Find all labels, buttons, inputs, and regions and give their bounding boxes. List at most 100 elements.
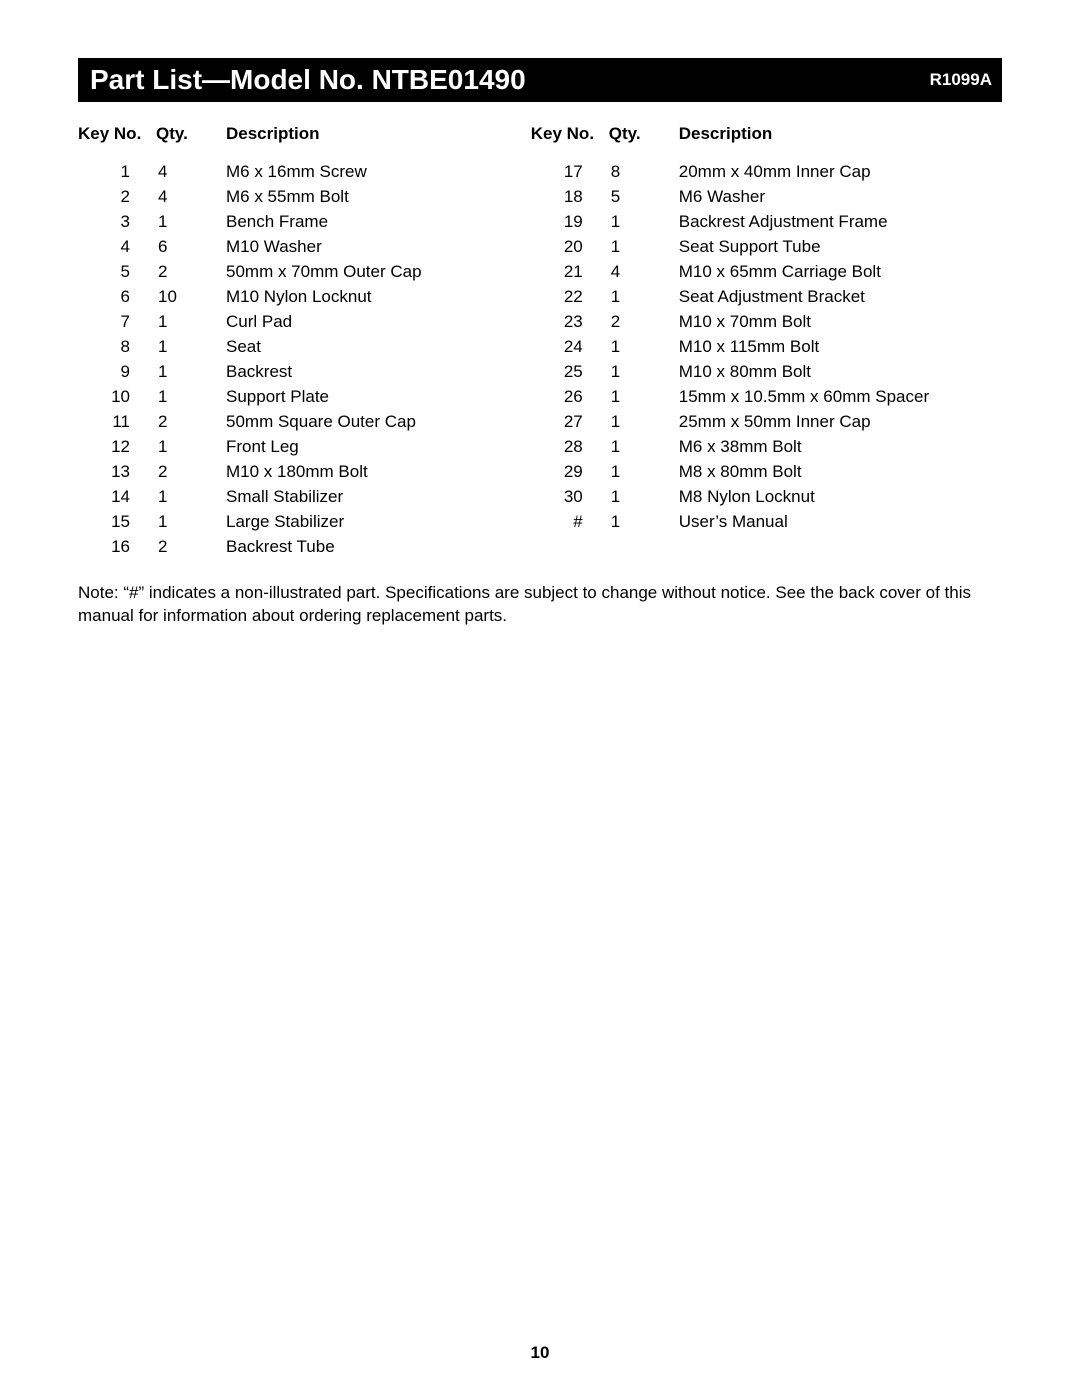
cell-desc: M6 x 38mm Bolt <box>679 435 1002 460</box>
cell-key: 27 <box>531 410 611 435</box>
table-row: 121Front Leg <box>78 435 531 460</box>
parts-table: Key No. Qty. Description 14M6 x 16mm Scr… <box>78 124 1002 560</box>
cell-desc: Bench Frame <box>226 210 531 235</box>
cell-desc: Support Plate <box>226 385 531 410</box>
cell-key: 6 <box>78 285 158 310</box>
cell-desc: Seat <box>226 335 531 360</box>
cell-desc: M10 x 115mm Bolt <box>679 335 1002 360</box>
parts-column-left: Key No. Qty. Description 14M6 x 16mm Scr… <box>78 124 531 560</box>
cell-desc: Front Leg <box>226 435 531 460</box>
cell-qty: 1 <box>158 385 226 410</box>
header-qty: Qty. <box>609 124 679 144</box>
cell-qty: 6 <box>158 235 226 260</box>
cell-qty: 1 <box>611 335 679 360</box>
cell-key: 5 <box>78 260 158 285</box>
cell-key: 3 <box>78 210 158 235</box>
table-row: 281M6 x 38mm Bolt <box>531 435 1002 460</box>
table-row: 214M10 x 65mm Carriage Bolt <box>531 260 1002 285</box>
cell-qty: 4 <box>158 185 226 210</box>
table-row: 291M8 x 80mm Bolt <box>531 460 1002 485</box>
cell-desc: M10 x 80mm Bolt <box>679 360 1002 385</box>
cell-desc: 50mm x 70mm Outer Cap <box>226 260 531 285</box>
title-bar: Part List—Model No. NTBE01490 R1099A <box>78 58 1002 102</box>
cell-qty: 1 <box>158 360 226 385</box>
cell-desc: Backrest Tube <box>226 535 531 560</box>
cell-desc: Seat Adjustment Bracket <box>679 285 1002 310</box>
table-row: 151Large Stabilizer <box>78 510 531 535</box>
cell-qty: 1 <box>611 485 679 510</box>
document-code: R1099A <box>930 70 992 90</box>
cell-desc: Small Stabilizer <box>226 485 531 510</box>
cell-key: 4 <box>78 235 158 260</box>
cell-desc: Large Stabilizer <box>226 510 531 535</box>
cell-key: 23 <box>531 310 611 335</box>
cell-qty: 1 <box>611 510 679 535</box>
table-row: 26115mm x 10.5mm x 60mm Spacer <box>531 385 1002 410</box>
cell-qty: 1 <box>158 485 226 510</box>
table-row: 17820mm x 40mm Inner Cap <box>531 160 1002 185</box>
table-row: 241M10 x 115mm Bolt <box>531 335 1002 360</box>
cell-qty: 4 <box>158 160 226 185</box>
cell-desc: M6 Washer <box>679 185 1002 210</box>
cell-key: 26 <box>531 385 611 410</box>
cell-key: 30 <box>531 485 611 510</box>
cell-desc: 20mm x 40mm Inner Cap <box>679 160 1002 185</box>
cell-qty: 1 <box>158 335 226 360</box>
cell-desc: M10 Washer <box>226 235 531 260</box>
cell-desc: M10 Nylon Locknut <box>226 285 531 310</box>
cell-qty: 4 <box>611 260 679 285</box>
cell-qty: 1 <box>611 235 679 260</box>
column-header-row: Key No. Qty. Description <box>78 124 531 144</box>
cell-key: 22 <box>531 285 611 310</box>
table-row: 27125mm x 50mm Inner Cap <box>531 410 1002 435</box>
table-row: 141Small Stabilizer <box>78 485 531 510</box>
cell-qty: 1 <box>611 435 679 460</box>
table-row: 132M10 x 180mm Bolt <box>78 460 531 485</box>
table-row: 81Seat <box>78 335 531 360</box>
cell-key: 21 <box>531 260 611 285</box>
cell-key: # <box>531 510 611 535</box>
table-row: 251M10 x 80mm Bolt <box>531 360 1002 385</box>
cell-key: 8 <box>78 335 158 360</box>
header-desc: Description <box>679 124 1002 144</box>
footnote: Note: “#” indicates a non-illustrated pa… <box>78 582 1002 628</box>
cell-key: 12 <box>78 435 158 460</box>
cell-key: 14 <box>78 485 158 510</box>
cell-key: 11 <box>78 410 158 435</box>
cell-qty: 1 <box>158 310 226 335</box>
cell-qty: 1 <box>611 460 679 485</box>
cell-key: 15 <box>78 510 158 535</box>
table-row: 11250mm Square Outer Cap <box>78 410 531 435</box>
cell-qty: 2 <box>611 310 679 335</box>
table-row: 185M6 Washer <box>531 185 1002 210</box>
header-desc: Description <box>226 124 531 144</box>
cell-key: 9 <box>78 360 158 385</box>
cell-key: 7 <box>78 310 158 335</box>
cell-key: 18 <box>531 185 611 210</box>
table-row: 191Backrest Adjustment Frame <box>531 210 1002 235</box>
cell-key: 19 <box>531 210 611 235</box>
cell-key: 10 <box>78 385 158 410</box>
table-row: 201Seat Support Tube <box>531 235 1002 260</box>
cell-desc: Seat Support Tube <box>679 235 1002 260</box>
header-key: Key No. <box>531 124 609 144</box>
table-row: 31Bench Frame <box>78 210 531 235</box>
page-title: Part List—Model No. NTBE01490 <box>90 64 526 96</box>
cell-desc: 25mm x 50mm Inner Cap <box>679 410 1002 435</box>
table-row: 91Backrest <box>78 360 531 385</box>
cell-qty: 2 <box>158 460 226 485</box>
cell-desc: Backrest Adjustment Frame <box>679 210 1002 235</box>
cell-qty: 1 <box>611 285 679 310</box>
cell-qty: 1 <box>611 410 679 435</box>
column-header-row: Key No. Qty. Description <box>531 124 1002 144</box>
cell-desc: M8 x 80mm Bolt <box>679 460 1002 485</box>
table-row: 46M10 Washer <box>78 235 531 260</box>
cell-qty: 10 <box>158 285 226 310</box>
cell-qty: 2 <box>158 410 226 435</box>
page-number: 10 <box>0 1343 1080 1363</box>
cell-desc: Curl Pad <box>226 310 531 335</box>
cell-key: 24 <box>531 335 611 360</box>
table-row: 610M10 Nylon Locknut <box>78 285 531 310</box>
table-row: #1User’s Manual <box>531 510 1002 535</box>
cell-desc: M10 x 70mm Bolt <box>679 310 1002 335</box>
